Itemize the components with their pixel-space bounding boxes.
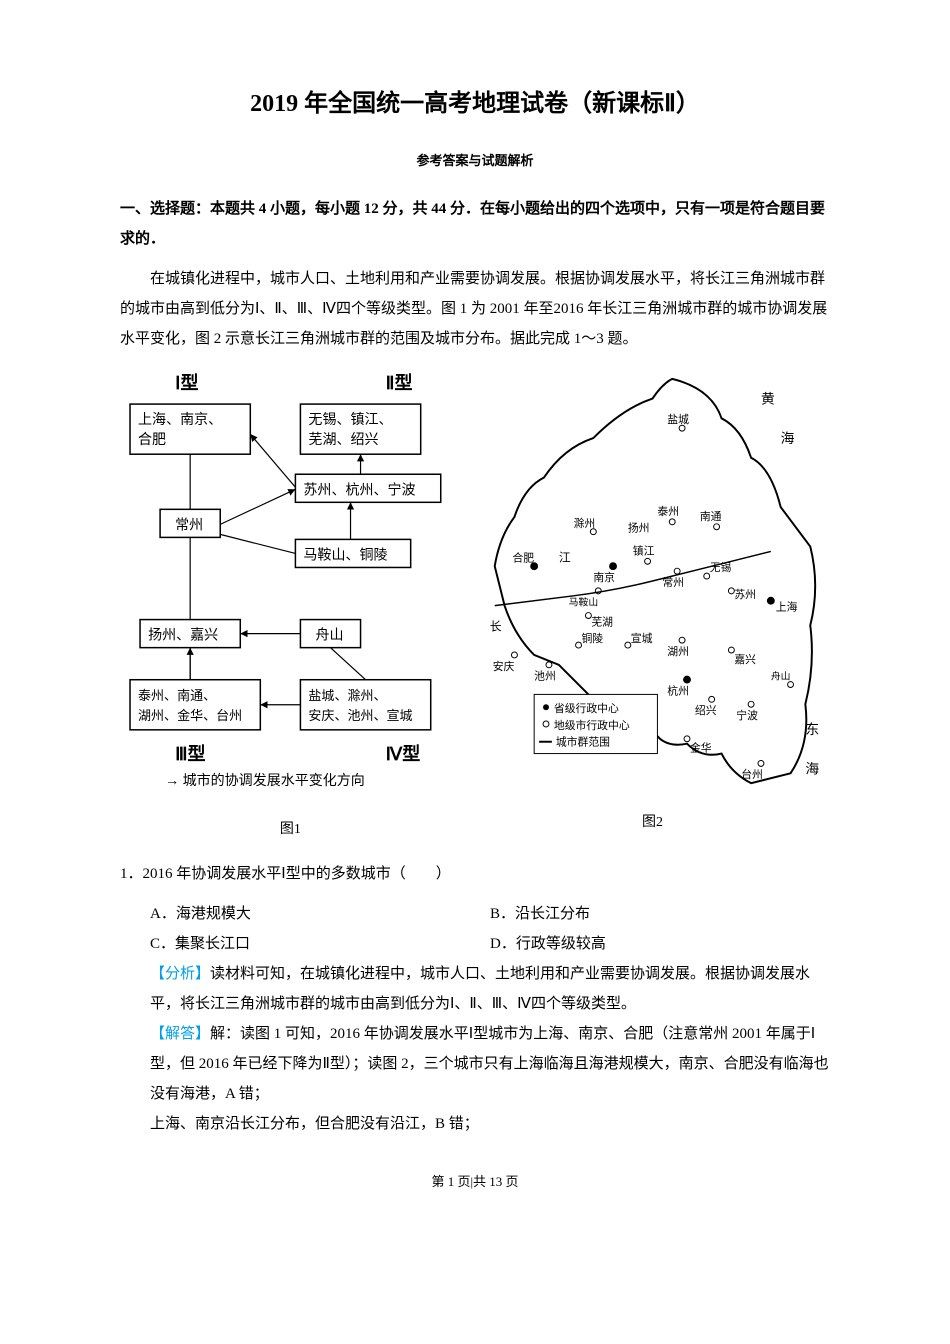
figures-container: Ⅰ型 Ⅱ型 Ⅲ型 Ⅳ型 上海、南京、 合肥 无锡、镇江、 芜湖、绍兴 常州 苏州… (120, 369, 830, 844)
svg-text:湖州: 湖州 (667, 645, 689, 658)
svg-text:南京: 南京 (593, 570, 615, 584)
svg-text:铜陵: 铜陵 (581, 631, 603, 645)
svg-text:滁州: 滁州 (574, 516, 596, 530)
figure-1: Ⅰ型 Ⅱ型 Ⅲ型 Ⅳ型 上海、南京、 合肥 无锡、镇江、 芜湖、绍兴 常州 苏州… (120, 369, 461, 844)
box2-line2: 芜湖、绍兴 (308, 431, 378, 448)
type4-label: Ⅳ型 (386, 743, 421, 764)
box1-line1: 上海、南京、 (138, 412, 222, 428)
svg-text:盐城: 盐城 (667, 413, 689, 426)
q1-text: 2016 年协调发展水平Ⅰ型中的多数城市（ ） (143, 866, 451, 882)
svg-text:金华: 金华 (690, 741, 712, 755)
section-header: 一、选择题：本题共 4 小题，每小题 12 分，共 44 分．在每小题给出的四个… (120, 194, 830, 254)
option-c: C．集聚长江口 (150, 929, 490, 959)
analysis-block: 【分析】读材料可知，在城镇化进程中，城市人口、土地利用和产业需要协调发展。根据协… (150, 959, 830, 1019)
svg-text:海: 海 (781, 431, 795, 446)
answer-label: 【解答】 (150, 1026, 210, 1042)
yangtze-river (495, 551, 771, 605)
answer-text2: 解：读图 1 可知，2016 年协调发展水平Ⅰ型城市为上海、南京、合肥（注意常州… (150, 1026, 829, 1102)
box1-line2: 合肥 (138, 432, 166, 448)
answer-block: 【解答】解：读图 1 可知，2016 年协调发展水平Ⅰ型城市为上海、南京、合肥（… (150, 1019, 830, 1109)
svg-text:海: 海 (805, 761, 819, 776)
box5-text: 马鞍山、铜陵 (303, 547, 387, 563)
legend1-text: 省级行政中心 (554, 701, 619, 715)
box9-line1: 盐城、滁州、 (308, 688, 386, 703)
box4-text: 苏州、杭州、宁波 (303, 481, 415, 498)
fig1-legend: → 城市的协调发展水平变化方向 (165, 772, 365, 789)
diagram-1-svg: Ⅰ型 Ⅱ型 Ⅲ型 Ⅳ型 上海、南京、 合肥 无锡、镇江、 芜湖、绍兴 常州 苏州… (120, 369, 461, 800)
svg-text:镇江: 镇江 (633, 543, 655, 557)
svg-text:安庆: 安庆 (493, 659, 515, 673)
type2-label: Ⅱ型 (386, 372, 413, 393)
box7-text: 舟山 (315, 628, 343, 644)
legend2-text: 地级市行政中心 (554, 718, 630, 732)
box8-line1: 泰州、南通、 (138, 688, 216, 703)
box9-line2: 安庆、池州、宣城 (308, 708, 412, 723)
option-a: A．海港规模大 (150, 899, 490, 929)
map-svg: 盐城 滁州 泰州 南通 合肥 南京 镇江 常州 无锡 马鞍山 苏州 芜湖 上海 … (475, 369, 830, 793)
type3-label: Ⅲ型 (175, 743, 205, 764)
svg-text:泰州: 泰州 (657, 504, 679, 518)
figure-2: 盐城 滁州 泰州 南通 合肥 南京 镇江 常州 无锡 马鞍山 苏州 芜湖 上海 … (475, 369, 830, 844)
box8-line2: 湖州、金华、台州 (138, 708, 242, 723)
svg-text:绍兴: 绍兴 (695, 703, 717, 717)
q1-number: 1． (120, 866, 143, 882)
type1-label: Ⅰ型 (175, 372, 198, 393)
q1-options: A．海港规模大 B．沿长江分布 C．集聚长江口 D．行政等级较高 (150, 899, 830, 959)
svg-text:舟山: 舟山 (771, 670, 791, 683)
box6-text: 扬州、嘉兴 (148, 628, 218, 644)
svg-text:台州: 台州 (741, 767, 763, 781)
svg-text:马鞍山: 马鞍山 (569, 596, 599, 609)
svg-text:上海: 上海 (776, 600, 798, 614)
svg-text:扬州: 扬州 (628, 521, 650, 535)
svg-text:杭州: 杭州 (667, 683, 689, 697)
page-footer: 第 1 页|共 13 页 (120, 1169, 830, 1195)
svg-text:江: 江 (559, 550, 571, 564)
svg-text:合肥: 合肥 (512, 550, 534, 564)
svg-text:南通: 南通 (700, 510, 722, 523)
option-d: D．行政等级较高 (490, 929, 830, 959)
svg-text:宣城: 宣城 (631, 631, 653, 645)
svg-text:无锡: 无锡 (710, 560, 732, 574)
document-subtitle: 参考答案与试题解析 (120, 148, 830, 174)
figure1-label: 图1 (120, 816, 461, 844)
svg-text:长: 长 (490, 619, 502, 633)
box3-text: 常州 (175, 517, 203, 533)
analysis-label: 【分析】 (150, 966, 210, 982)
svg-text:黄: 黄 (761, 392, 775, 407)
document-title: 2019 年全国统一高考地理试卷（新课标Ⅱ） (120, 80, 830, 128)
option-b: B．沿长江分布 (490, 899, 830, 929)
svg-text:苏州: 苏州 (734, 588, 756, 601)
box2-line1: 无锡、镇江、 (308, 412, 392, 428)
svg-text:嘉兴: 嘉兴 (734, 652, 756, 666)
figure2-label: 图2 (475, 809, 830, 837)
answer-text3: 上海、南京沿长江分布，但合肥没有沿江，B 错； (150, 1116, 479, 1132)
svg-text:池州: 池州 (534, 670, 556, 683)
legend3-text: 城市群范围 (556, 735, 610, 749)
svg-text:常州: 常州 (662, 576, 684, 589)
passage-text: 在城镇化进程中，城市人口、土地利用和产业需要协调发展。根据协调发展水平，将长江三… (120, 264, 830, 354)
svg-text:东: 东 (805, 722, 819, 737)
svg-text:芜湖: 芜湖 (591, 614, 613, 628)
svg-text:宁波: 宁波 (736, 708, 758, 722)
analysis-text1: 读材料可知，在城镇化进程中，城市人口、土地利用和产业需要协调发展。根据协调发展水… (150, 966, 810, 1012)
question-1: 1．2016 年协调发展水平Ⅰ型中的多数城市（ ） (120, 859, 830, 889)
answer-text3-block: 上海、南京沿长江分布，但合肥没有沿江，B 错； (150, 1109, 830, 1139)
